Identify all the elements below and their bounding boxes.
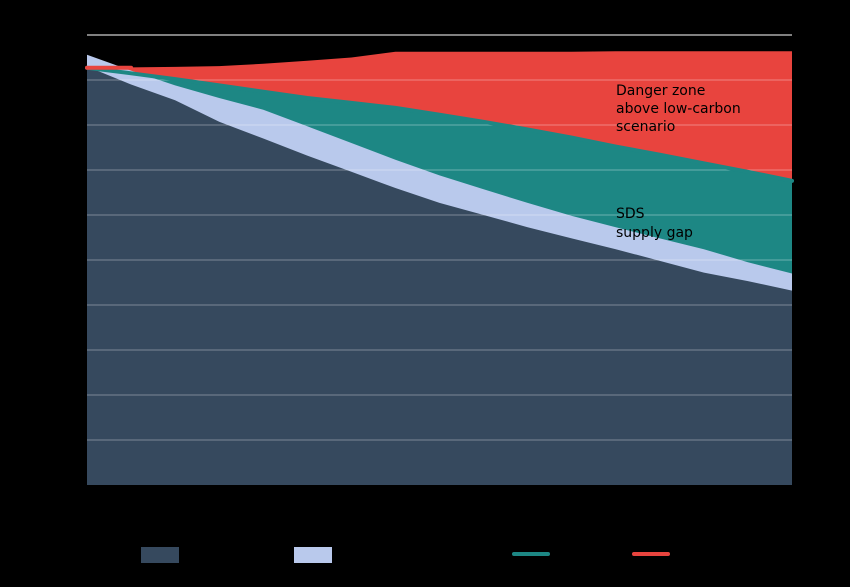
- annotation-danger-line-3: scenario: [616, 119, 675, 135]
- area-series-0: [87, 66, 792, 485]
- legend: [141, 547, 670, 563]
- annotation-danger-line-1: Danger zone: [616, 83, 705, 99]
- legend-swatch-dark-area: [141, 547, 179, 563]
- annotation-danger-zone: Danger zone above low-carbon scenario: [616, 83, 745, 135]
- areas-layer: [87, 51, 792, 486]
- lines-layer: [85, 65, 794, 183]
- annotation-sds-line-2: supply gap: [616, 225, 693, 241]
- gridlines: [87, 79, 792, 441]
- annotation-sds-gap: SDS supply gap: [616, 206, 693, 241]
- legend-swatch-red-line: [632, 552, 670, 556]
- legend-swatch-light-area: [294, 547, 332, 563]
- line-series-3: [85, 65, 794, 183]
- annotation-danger-line-2: above low-carbon: [616, 101, 741, 117]
- legend-swatch-teal-line: [512, 552, 550, 556]
- annotation-sds-line-1: SDS: [616, 206, 645, 222]
